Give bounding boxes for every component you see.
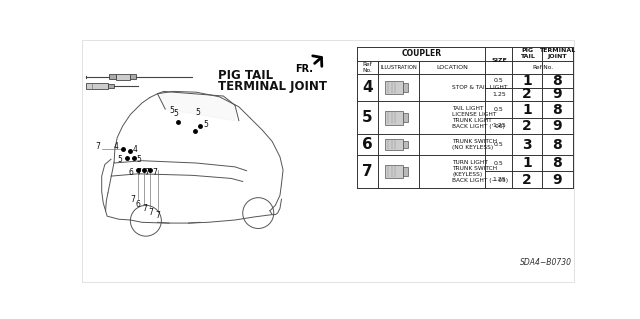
Bar	[403, 141, 408, 148]
Text: 5: 5	[169, 106, 174, 115]
Text: 9: 9	[552, 119, 562, 133]
Text: 4: 4	[114, 142, 119, 151]
Bar	[86, 83, 108, 89]
Text: TRUNK SWITCH
(NO KEYLESS): TRUNK SWITCH (NO KEYLESS)	[452, 139, 497, 150]
Bar	[116, 74, 129, 80]
Text: 0.5: 0.5	[494, 142, 504, 147]
Text: 6: 6	[129, 167, 134, 177]
Text: 2: 2	[522, 119, 532, 133]
Text: PIG TAIL: PIG TAIL	[218, 69, 273, 82]
Text: 1.25: 1.25	[492, 92, 506, 97]
Text: 2: 2	[522, 87, 532, 101]
Text: 5: 5	[195, 108, 200, 116]
Bar	[403, 167, 408, 176]
Bar	[403, 83, 408, 92]
Bar	[385, 81, 403, 94]
Text: 1.25: 1.25	[492, 177, 506, 182]
Text: 7: 7	[144, 167, 149, 177]
Text: TURN LIGHT
TRUNK SWITCH
(KEYLESS)
BACK LIGHT (~ 05): TURN LIGHT TRUNK SWITCH (KEYLESS) BACK L…	[452, 160, 509, 183]
Text: 0.5: 0.5	[494, 107, 504, 112]
Text: 5: 5	[118, 155, 123, 164]
Bar	[385, 139, 403, 151]
Text: 8: 8	[552, 156, 563, 170]
Text: 7: 7	[153, 167, 157, 177]
Text: Ref
No.: Ref No.	[363, 62, 372, 73]
Bar	[109, 74, 116, 79]
Text: 9: 9	[552, 87, 562, 101]
Text: 2: 2	[522, 173, 532, 187]
Text: 4: 4	[132, 145, 138, 154]
Text: Ref.No.: Ref.No.	[532, 65, 553, 70]
Text: 5: 5	[173, 109, 179, 118]
Text: 7: 7	[95, 142, 100, 151]
Text: ILLUSTRATION: ILLUSTRATION	[380, 65, 417, 70]
Bar	[108, 84, 114, 88]
Bar	[385, 165, 403, 178]
Text: 5: 5	[204, 120, 208, 129]
Text: 1: 1	[522, 156, 532, 170]
Text: 7: 7	[362, 164, 373, 179]
Text: 7: 7	[148, 208, 153, 217]
Text: LOCATION: LOCATION	[436, 65, 468, 70]
Text: 1: 1	[522, 102, 532, 116]
Text: 7: 7	[131, 195, 135, 204]
Text: FR.: FR.	[295, 64, 313, 74]
Text: 1.25: 1.25	[492, 123, 506, 128]
Text: SIZE: SIZE	[491, 58, 507, 63]
Text: 3: 3	[522, 137, 532, 152]
Text: 6: 6	[136, 200, 141, 209]
Text: 0.5: 0.5	[494, 78, 504, 83]
Text: 1: 1	[522, 74, 532, 88]
Text: 8: 8	[552, 74, 563, 88]
Text: 7: 7	[136, 167, 141, 177]
Text: 8: 8	[552, 102, 563, 116]
Text: TAIL LIGHT
LICENSE LIGHT
TRUNK LIGHT
BACK LIGHT (' 06): TAIL LIGHT LICENSE LIGHT TRUNK LIGHT BAC…	[452, 106, 505, 130]
Text: 6: 6	[362, 137, 373, 152]
Text: 7: 7	[142, 204, 147, 213]
Polygon shape	[157, 92, 235, 121]
Text: SDA4−B0730: SDA4−B0730	[520, 258, 572, 267]
Bar	[385, 111, 403, 124]
Text: 4: 4	[362, 80, 373, 95]
Text: 8: 8	[552, 137, 563, 152]
Text: STOP & TAIL LIGHT: STOP & TAIL LIGHT	[452, 85, 508, 90]
Text: 5: 5	[362, 110, 373, 125]
Text: 7: 7	[155, 211, 160, 220]
Text: TERMINAL
JOINT: TERMINAL JOINT	[540, 48, 575, 59]
Bar	[403, 114, 408, 122]
Text: TERMINAL JOINT: TERMINAL JOINT	[218, 79, 327, 93]
Text: COUPLER: COUPLER	[401, 49, 442, 58]
Text: PIG
TAIL: PIG TAIL	[520, 48, 534, 59]
Bar	[129, 74, 136, 79]
Text: 0.5: 0.5	[494, 161, 504, 166]
Text: 5: 5	[136, 155, 141, 164]
Text: 9: 9	[552, 173, 562, 187]
